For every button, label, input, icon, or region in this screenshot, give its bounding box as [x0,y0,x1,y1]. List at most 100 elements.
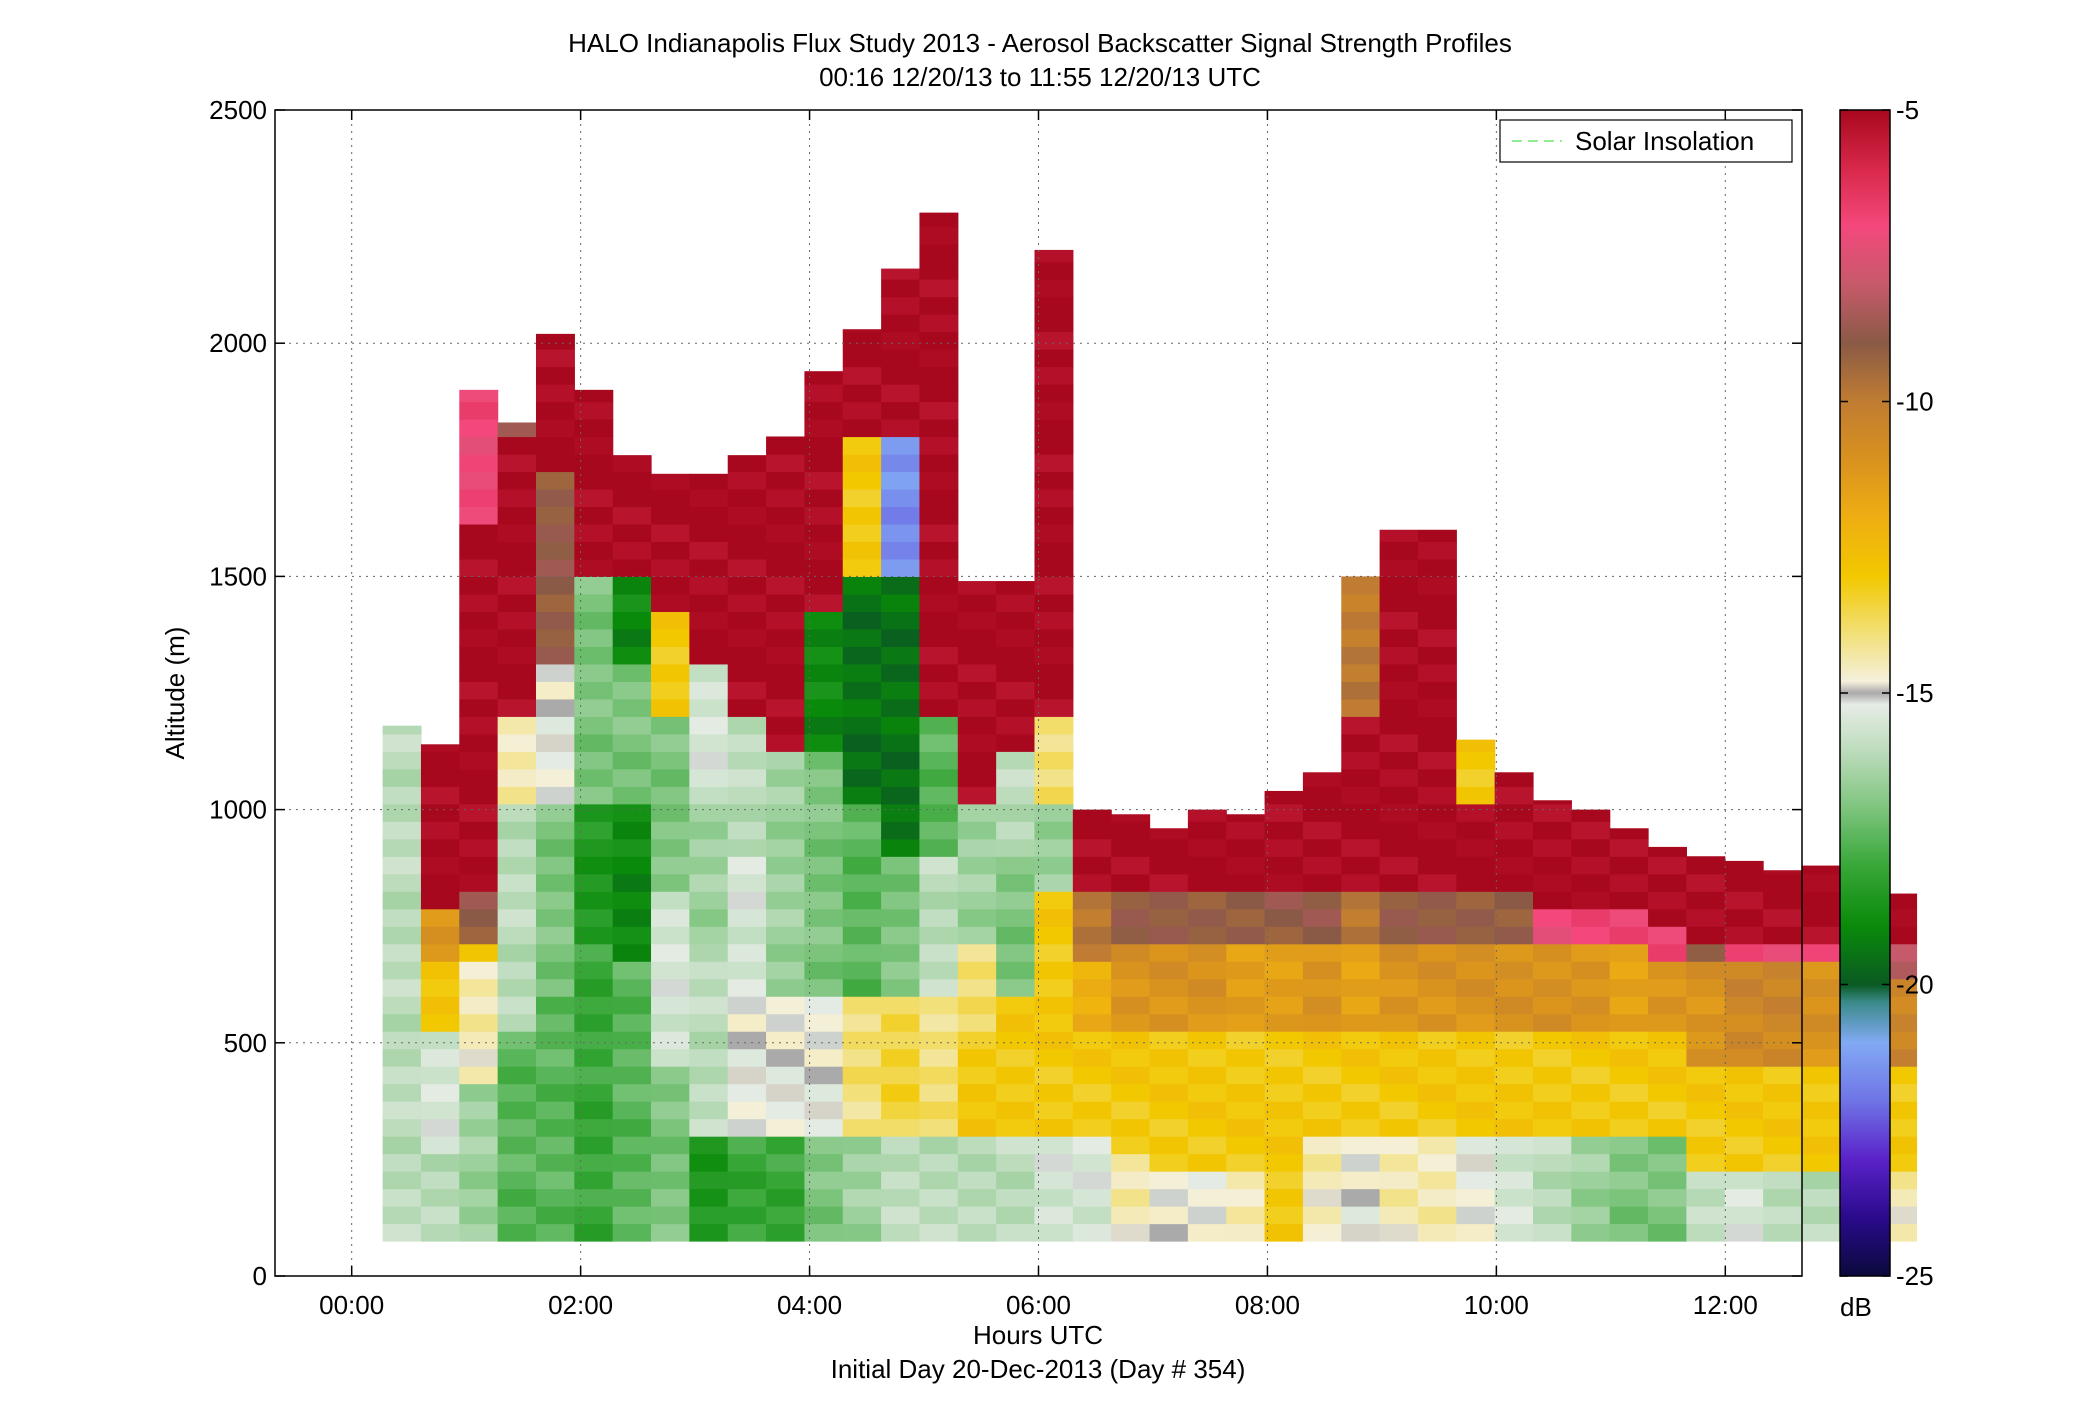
heatmap-cell [535,996,575,1015]
heatmap-cell [919,1048,959,1067]
heatmap-cell [1417,768,1457,787]
heatmap-cell [1379,1171,1419,1190]
heatmap-cell [1724,1171,1764,1190]
heatmap-cell [535,663,575,682]
heatmap-cell [804,908,844,927]
heatmap-cell [382,1171,422,1190]
heatmap-cell [651,1223,690,1242]
heatmap-cell [1187,996,1227,1015]
heatmap-cell [1456,1031,1496,1050]
heatmap-cell [1111,1048,1151,1067]
heatmap-cell [804,646,844,665]
heatmap-cell [612,751,652,770]
heatmap-cell [804,856,844,875]
heatmap-cell [996,751,1036,770]
heatmap-cell [842,803,882,822]
heatmap-cell [1034,611,1074,630]
heatmap-cell [382,1031,422,1050]
heatmap-cell [382,838,422,857]
heatmap-cell [612,558,652,577]
heatmap-cell [1111,1101,1151,1120]
heatmap-cell [1417,1223,1457,1242]
heatmap-cell [1648,873,1687,892]
heatmap-cell [1533,803,1572,822]
heatmap-cell [1609,926,1649,945]
heatmap-cell [1341,681,1381,700]
heatmap-cell [459,978,499,997]
heatmap-cell [497,1013,537,1032]
heatmap-cell [1111,1013,1151,1032]
heatmap-cell [1034,1083,1074,1102]
heatmap-cell [535,646,575,665]
heatmap-cell [804,838,844,857]
heatmap-cell [1187,1118,1227,1137]
heatmap-cell [1609,1223,1649,1242]
heatmap-cell [1686,1118,1726,1137]
heatmap-cell [1034,593,1074,612]
heatmap-cell [1801,1206,1841,1225]
heatmap-cell [1341,1083,1381,1102]
heatmap-cell [574,908,614,927]
heatmap-cell [996,593,1036,612]
heatmap-cell [1571,873,1611,892]
heatmap-cell [497,698,537,717]
heatmap-cell [689,1188,729,1207]
heatmap-cell [497,558,537,577]
heatmap-cell [1494,856,1534,875]
heatmap-cell [1763,1118,1803,1137]
heatmap-cell [459,436,499,455]
heatmap-cell [612,961,652,980]
heatmap-cell [1417,1013,1457,1032]
heatmap-cell [1149,1031,1189,1050]
heatmap-cell [727,506,767,525]
heatmap-cell [996,1153,1036,1172]
heatmap-cell [574,1013,614,1032]
heatmap-cell [1226,996,1266,1015]
heatmap-cell [804,453,844,473]
heatmap-cell [651,978,690,997]
heatmap-cell [842,349,882,368]
heatmap-cell [535,1118,575,1137]
heatmap-cell [804,663,844,682]
heatmap-cell [1149,1066,1189,1085]
heatmap-cell [957,1066,997,1085]
heatmap-cell [1226,814,1266,822]
heatmap-cell [842,558,882,577]
heatmap-cell [1648,1083,1687,1102]
heatmap-cell [1533,943,1572,962]
heatmap-cell [1494,1083,1534,1102]
heatmap-cell [996,786,1036,805]
heatmap-cell [1226,1171,1266,1190]
heatmap-cell [1724,1206,1764,1225]
heatmap-cell [957,581,997,595]
x-tick-label: 06:00 [1006,1290,1071,1320]
heatmap-cell [881,1013,921,1032]
heatmap-cell [804,576,844,595]
heatmap-cell [1686,943,1726,962]
heatmap-cell [1724,860,1764,875]
heatmap-cell [1494,1223,1534,1242]
heatmap-cell [1571,1188,1611,1207]
heatmap-cell [881,768,921,787]
heatmap-cell [459,681,499,700]
x-axis-sublabel: Initial Day 20-Dec-2013 (Day # 354) [831,1354,1246,1384]
heatmap-cell [766,803,806,822]
heatmap-cell [1379,856,1419,875]
heatmap-cell [612,541,652,560]
heatmap-cell [535,576,575,595]
heatmap-cell [497,453,537,473]
heatmap-cell [1571,926,1611,945]
heatmap-cell [804,733,844,752]
heatmap-cell [612,716,652,735]
heatmap-cell [842,1118,882,1137]
heatmap-cell [1302,1188,1342,1207]
heatmap-cell [574,1171,614,1190]
heatmap-cell [804,523,844,543]
heatmap-cell [1341,838,1381,857]
heatmap-cell [459,1101,499,1120]
heatmap-cell [881,1048,921,1067]
heatmap-cell [1724,1013,1764,1032]
heatmap-cell [535,768,575,787]
heatmap-cell [689,1118,729,1137]
heatmap-cell [651,488,690,508]
